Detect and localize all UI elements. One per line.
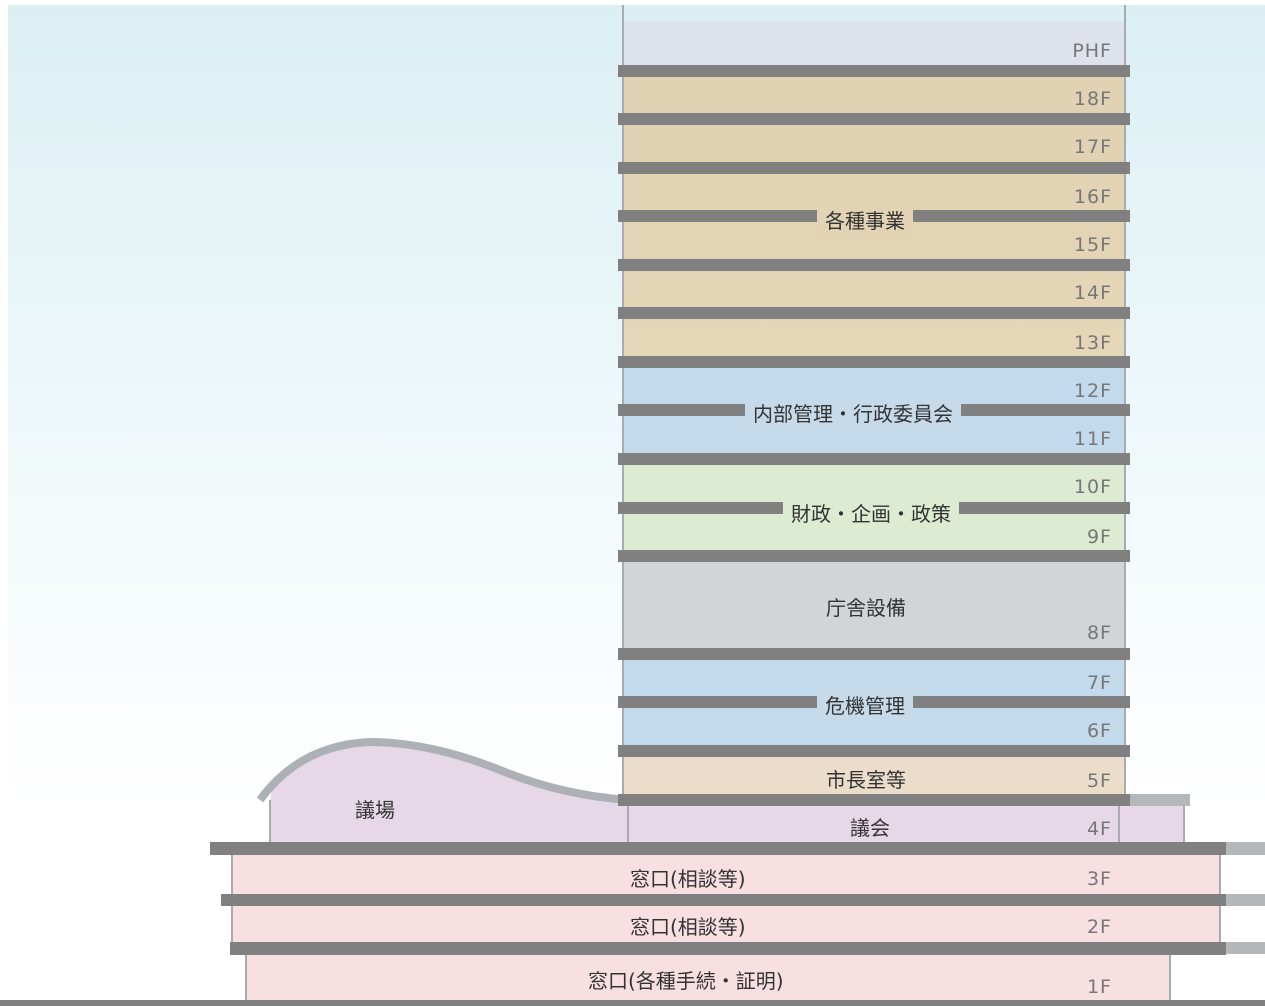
slab-2f-1f-overhang bbox=[1226, 942, 1265, 954]
floor-label-2f: 2F bbox=[1086, 916, 1112, 938]
assembly-left-edge bbox=[269, 800, 271, 842]
floor-label-10f: 10F bbox=[1073, 476, 1112, 498]
block-4f bbox=[628, 805, 1184, 842]
slab-15f-14f bbox=[618, 259, 1130, 271]
podium-divider-right bbox=[1118, 805, 1120, 842]
use-label-assembly: 議会 bbox=[850, 816, 890, 840]
floor-label-18f: 18F bbox=[1073, 88, 1112, 110]
floor-label-1f: 1F bbox=[1086, 976, 1112, 998]
slab-11f-10f bbox=[618, 453, 1130, 465]
ground-line bbox=[0, 1000, 1265, 1006]
podium-right-edge-1f bbox=[1169, 954, 1171, 1002]
use-label-internal: 内部管理・行政委員会 bbox=[745, 396, 961, 429]
block-1f bbox=[246, 954, 1170, 1002]
use-label-finance: 財政・企画・政策 bbox=[783, 496, 959, 529]
assembly-right-edge bbox=[1183, 805, 1185, 842]
floor-label-9f: 9F bbox=[1086, 526, 1112, 548]
use-label-business: 各種事業 bbox=[817, 203, 913, 236]
floor-label-7f: 7F bbox=[1086, 672, 1112, 694]
floor-label-13f: 13F bbox=[1073, 332, 1112, 354]
slab-6f-5f bbox=[618, 745, 1130, 757]
slab-3f-2f-overhang bbox=[1226, 894, 1265, 906]
floor-label-12f: 12F bbox=[1073, 380, 1112, 402]
floor-label-11f: 11F bbox=[1073, 428, 1112, 450]
podium-right-edge-3f bbox=[1219, 855, 1221, 895]
floor-label-5f: 5F bbox=[1086, 770, 1112, 792]
slab-17f-16f bbox=[618, 162, 1130, 174]
floor-label-phf: PHF bbox=[1072, 40, 1112, 62]
use-label-assembly-hall: 議場 bbox=[355, 798, 395, 822]
band-mayor bbox=[624, 752, 1126, 798]
floor-label-8f: 8F bbox=[1086, 622, 1112, 644]
use-label-facilities: 庁舎設備 bbox=[826, 596, 906, 620]
band-facilities bbox=[624, 558, 1126, 652]
floor-label-6f: 6F bbox=[1086, 720, 1112, 742]
tower-left-edge bbox=[622, 5, 624, 800]
slab-14f-13f bbox=[618, 307, 1130, 319]
assembly-hall-roof bbox=[256, 737, 629, 804]
slab-9f-8f bbox=[618, 550, 1130, 562]
slab-5f-4f bbox=[618, 794, 1130, 806]
floor-label-16f: 16F bbox=[1073, 186, 1112, 208]
band-penthouse bbox=[624, 22, 1126, 68]
slab-roof-18f bbox=[618, 65, 1130, 77]
slab-4f-3f-overhang bbox=[1226, 842, 1265, 855]
use-label-crisis: 危機管理 bbox=[817, 688, 913, 721]
use-label-counter-2f: 窓口(相談等) bbox=[630, 915, 746, 939]
floor-label-15f: 15F bbox=[1073, 234, 1112, 256]
podium-left-edge-2f bbox=[231, 906, 233, 946]
podium-left-edge-3f bbox=[231, 855, 233, 895]
podium-left-edge-1f bbox=[245, 954, 247, 1002]
floor-label-14f: 14F bbox=[1073, 282, 1112, 304]
floor-label-3f: 3F bbox=[1086, 868, 1112, 890]
podium-right-edge-2f bbox=[1219, 906, 1221, 946]
use-label-mayor: 市長室等 bbox=[826, 768, 906, 792]
slab-4f-3f bbox=[210, 842, 1226, 855]
tower-right-edge bbox=[1124, 5, 1126, 800]
block-3f bbox=[232, 855, 1221, 895]
floor-label-17f: 17F bbox=[1073, 136, 1112, 158]
floor-label-4f: 4F bbox=[1086, 818, 1112, 840]
block-2f bbox=[232, 906, 1221, 946]
use-label-counter-3f: 窓口(相談等) bbox=[630, 867, 746, 891]
slab-13f-12f bbox=[618, 356, 1130, 368]
slab-3f-2f bbox=[221, 894, 1226, 906]
slab-18f-17f bbox=[618, 113, 1130, 125]
slab-8f-7f bbox=[618, 648, 1130, 660]
podium-divider-left bbox=[627, 805, 629, 842]
slab-5f-4f-overhang bbox=[1130, 794, 1190, 806]
slab-2f-1f bbox=[230, 942, 1226, 955]
use-label-counter-1f: 窓口(各種手続・証明) bbox=[588, 969, 784, 993]
